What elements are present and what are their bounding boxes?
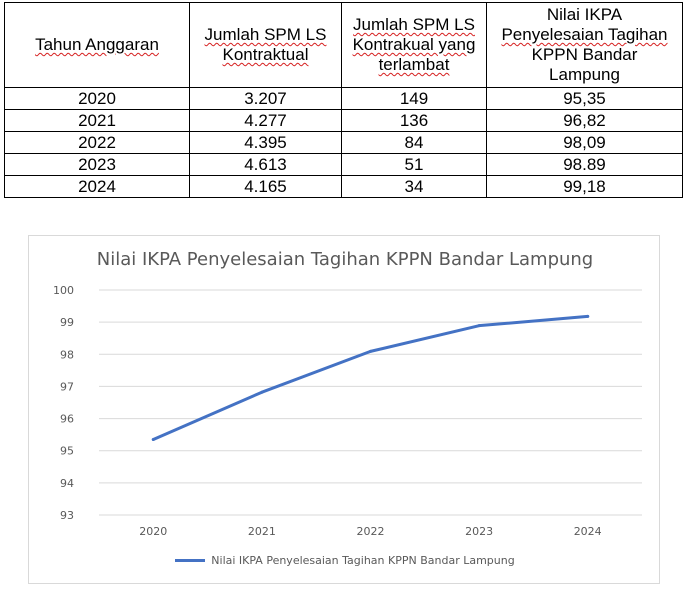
y-tick-label: 95 bbox=[60, 445, 74, 458]
cell-year: 2020 bbox=[4, 87, 190, 110]
data-point bbox=[151, 437, 155, 441]
y-tick-label: 97 bbox=[60, 380, 74, 393]
table-header-row: Tahun Anggaran Jumlah SPM LS Kontraktual… bbox=[4, 2, 683, 88]
header-text: Nilai IKPA bbox=[546, 5, 623, 24]
header-text: Tahun Anggaran bbox=[35, 35, 159, 54]
cell-year: 2024 bbox=[4, 175, 190, 198]
line-chart: Nilai IKPA Penyelesaian Tagihan KPPN Ban… bbox=[28, 235, 660, 584]
x-tick-label: 2020 bbox=[139, 525, 167, 538]
x-tick-label: 2022 bbox=[357, 525, 385, 538]
x-tick-label: 2021 bbox=[248, 525, 276, 538]
table-row: 2020 3.207 149 95,35 bbox=[4, 87, 683, 110]
data-point bbox=[260, 390, 264, 394]
header-text: Kontrakual yang bbox=[352, 35, 476, 54]
y-tick-label: 99 bbox=[60, 316, 74, 329]
header-jumlah-spm: Jumlah SPM LS Kontraktual bbox=[189, 2, 342, 88]
cell-spm-total: 4.277 bbox=[189, 109, 342, 132]
table-row: 2021 4.277 136 96,82 bbox=[4, 109, 683, 132]
table-row: 2024 4.165 34 99,18 bbox=[4, 175, 683, 198]
cell-spm-late: 84 bbox=[341, 131, 487, 154]
y-tick-label: 94 bbox=[60, 477, 74, 490]
cell-ikpa: 98.89 bbox=[486, 153, 683, 176]
header-text: Lampung bbox=[549, 65, 620, 84]
cell-ikpa: 99,18 bbox=[486, 175, 683, 198]
y-tick-label: 100 bbox=[53, 284, 74, 297]
y-tick-label: 96 bbox=[60, 413, 74, 426]
series-line bbox=[151, 314, 590, 441]
header-spm-terlambat: Jumlah SPM LS Kontrakual yang terlambat bbox=[341, 2, 487, 88]
cell-spm-total: 4.395 bbox=[189, 131, 342, 154]
header-nilai-ikpa: Nilai IKPA Penyelesaian Tagihan KPPN Ban… bbox=[486, 2, 683, 88]
chart-legend: Nilai IKPA Penyelesaian Tagihan KPPN Ban… bbox=[29, 554, 661, 567]
header-text: Penyelesaian Tagihan bbox=[501, 25, 668, 44]
data-point bbox=[477, 324, 481, 328]
table-row: 2023 4.613 51 98.89 bbox=[4, 153, 683, 176]
legend-label: Nilai IKPA Penyelesaian Tagihan KPPN Ban… bbox=[211, 554, 515, 567]
x-tick-label: 2024 bbox=[574, 525, 602, 538]
y-tick-label: 93 bbox=[60, 509, 74, 522]
header-text: KPPN Bandar bbox=[531, 45, 638, 64]
chart-plot-area: 93 94 95 96 97 98 99 100 2020 2021 2022 2023 2024 bbox=[53, 284, 642, 538]
cell-spm-total: 3.207 bbox=[189, 87, 342, 110]
cell-ikpa: 98,09 bbox=[486, 131, 683, 154]
y-tick-label: 98 bbox=[60, 348, 74, 361]
cell-spm-total: 4.165 bbox=[189, 175, 342, 198]
data-table: Tahun Anggaran Jumlah SPM LS Kontraktual… bbox=[4, 2, 683, 198]
cell-year: 2023 bbox=[4, 153, 190, 176]
chart-title: Nilai IKPA Penyelesaian Tagihan KPPN Ban… bbox=[96, 249, 594, 270]
cell-spm-total: 4.613 bbox=[189, 153, 342, 176]
data-point bbox=[369, 349, 372, 353]
cell-year: 2021 bbox=[4, 109, 190, 132]
cell-spm-late: 51 bbox=[341, 153, 487, 176]
cell-spm-late: 149 bbox=[341, 87, 487, 110]
header-text: terlambat bbox=[378, 55, 450, 74]
header-tahun-anggaran: Tahun Anggaran bbox=[4, 2, 190, 88]
data-point bbox=[586, 314, 590, 318]
header-text: Kontraktual bbox=[222, 45, 309, 64]
cell-spm-late: 136 bbox=[341, 109, 487, 132]
cell-ikpa: 96,82 bbox=[486, 109, 683, 132]
cell-ikpa: 95,35 bbox=[486, 87, 683, 110]
legend-line-swatch bbox=[175, 559, 206, 562]
cell-spm-late: 34 bbox=[341, 175, 487, 198]
table-row: 2022 4.395 84 98,09 bbox=[4, 131, 683, 154]
cell-year: 2022 bbox=[4, 131, 190, 154]
header-text: Jumlah SPM LS bbox=[204, 25, 327, 44]
x-tick-label: 2023 bbox=[465, 525, 493, 538]
header-text: Jumlah SPM LS bbox=[353, 15, 475, 34]
